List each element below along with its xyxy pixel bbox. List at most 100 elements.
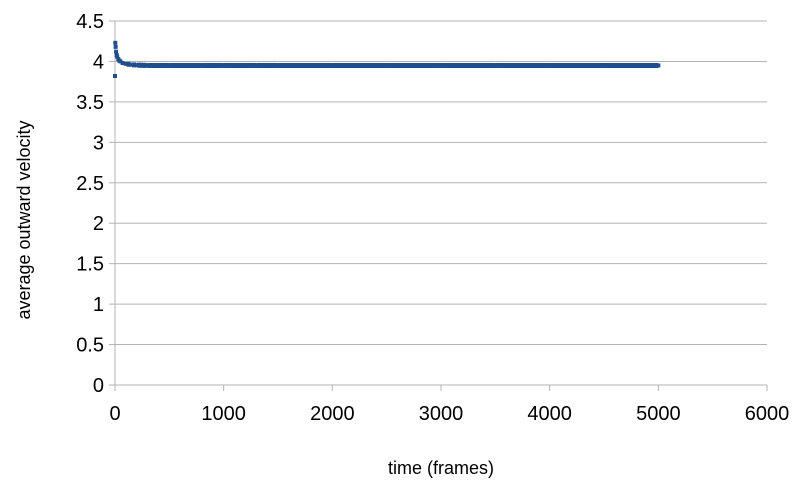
data-point	[162, 62, 167, 68]
data-point	[219, 62, 224, 68]
data-point	[360, 62, 365, 68]
data-point	[334, 62, 339, 68]
data-point	[642, 62, 647, 68]
data-point	[344, 62, 349, 68]
data-point	[314, 62, 319, 68]
data-point	[286, 62, 291, 68]
data-point	[539, 62, 544, 68]
data-point	[573, 62, 578, 68]
data-point	[511, 62, 516, 68]
data-point	[143, 62, 148, 68]
data-point	[290, 62, 295, 68]
data-point	[569, 62, 574, 68]
data-point	[408, 62, 413, 68]
data-point	[227, 62, 232, 68]
data-series	[113, 40, 661, 79]
data-point	[320, 62, 325, 68]
data-point	[316, 62, 321, 68]
data-point	[322, 62, 327, 68]
data-point	[225, 62, 230, 68]
data-point	[650, 62, 655, 68]
data-point	[616, 62, 621, 68]
y-tick-label: 0	[93, 375, 104, 397]
data-point	[215, 62, 220, 68]
data-point	[235, 62, 240, 68]
data-point	[531, 62, 536, 68]
data-point	[585, 62, 590, 68]
data-point	[348, 62, 353, 68]
data-point	[233, 62, 238, 68]
data-point	[404, 62, 409, 68]
data-point	[246, 62, 251, 68]
data-point	[495, 62, 500, 68]
data-point	[541, 62, 546, 68]
data-point	[390, 62, 395, 68]
data-point	[646, 62, 651, 68]
data-point	[632, 62, 637, 68]
data-point	[202, 62, 207, 68]
data-point	[428, 62, 433, 68]
data-point	[565, 62, 570, 68]
data-point	[634, 62, 639, 68]
data-point	[250, 62, 255, 68]
data-point	[430, 62, 435, 68]
data-point	[273, 62, 278, 68]
data-point	[608, 62, 613, 68]
data-point	[136, 62, 141, 68]
data-point	[240, 62, 245, 68]
data-point	[414, 62, 419, 68]
data-point	[318, 62, 323, 68]
data-point	[342, 62, 347, 68]
data-point	[328, 62, 333, 68]
data-point	[549, 62, 554, 68]
y-tick-label: 1	[93, 294, 104, 316]
data-point	[434, 62, 439, 68]
data-point	[177, 62, 182, 68]
data-point	[284, 62, 289, 68]
data-point	[410, 62, 415, 68]
data-point	[368, 62, 373, 68]
data-point	[451, 62, 456, 68]
data-point	[443, 62, 448, 68]
data-point	[398, 62, 403, 68]
data-point	[475, 62, 480, 68]
data-point	[147, 62, 152, 68]
data-point	[336, 62, 341, 68]
data-point	[278, 62, 283, 68]
data-point	[579, 62, 584, 68]
data-point	[229, 62, 234, 68]
data-point	[123, 61, 128, 66]
data-point	[489, 62, 494, 68]
data-point	[221, 63, 226, 68]
data-point	[181, 62, 186, 68]
data-point	[382, 62, 387, 68]
y-tick-label: 3.5	[76, 92, 104, 114]
data-point	[306, 62, 311, 68]
data-point	[332, 62, 337, 68]
data-point	[204, 62, 209, 68]
data-point	[463, 62, 468, 68]
data-point	[467, 62, 472, 68]
data-point	[312, 62, 317, 68]
data-point	[543, 62, 548, 68]
data-point	[459, 62, 464, 68]
data-point	[648, 62, 653, 68]
data-point	[422, 62, 427, 68]
data-point	[169, 62, 174, 68]
data-point	[624, 62, 629, 68]
data-point	[583, 62, 588, 68]
data-point	[258, 62, 263, 68]
data-point	[477, 62, 482, 68]
data-point	[493, 63, 498, 68]
data-point	[242, 62, 247, 68]
data-point	[296, 62, 301, 68]
data-point	[420, 62, 425, 68]
data-point	[652, 62, 657, 68]
data-point	[199, 63, 204, 68]
x-tick-label: 6000	[745, 403, 790, 425]
y-tick-label: 3	[93, 132, 104, 154]
data-point	[256, 62, 261, 68]
data-point	[553, 62, 558, 68]
data-point	[292, 62, 297, 68]
